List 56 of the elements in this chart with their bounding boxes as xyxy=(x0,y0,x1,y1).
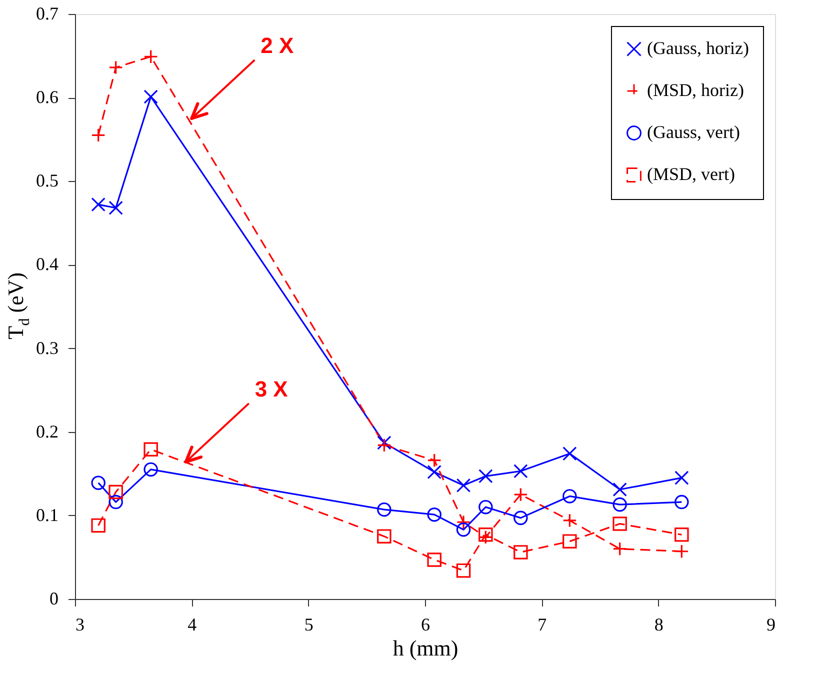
point xyxy=(478,500,493,514)
point xyxy=(144,442,158,457)
x-axis-title: h (mm) xyxy=(392,636,458,660)
point xyxy=(514,545,528,560)
point xyxy=(108,494,123,510)
legend-label: (MSD, vert) xyxy=(647,164,735,184)
y-tick-label: 0.6 xyxy=(36,87,58,108)
y-axis-title: Td (eV) xyxy=(3,272,33,340)
point xyxy=(377,529,392,544)
x-tick-label: 9 xyxy=(766,614,776,634)
point xyxy=(91,476,106,490)
y-tick-label: 0.2 xyxy=(36,421,58,442)
x-tick-label: 7 xyxy=(538,614,547,634)
point xyxy=(674,528,689,542)
point xyxy=(91,518,106,533)
point xyxy=(674,470,689,485)
y-tick-label: 0 xyxy=(50,588,58,608)
point xyxy=(377,502,392,517)
point xyxy=(562,534,577,548)
x-tick-label: 3 xyxy=(76,614,84,634)
y-tick-label: 0.1 xyxy=(36,504,58,525)
annotation: 3 X xyxy=(254,376,288,402)
point xyxy=(478,469,493,484)
point xyxy=(108,484,123,500)
point xyxy=(108,200,123,216)
legend-label: (MSD, horiz) xyxy=(647,80,744,100)
y-tick-label: 0.5 xyxy=(36,170,58,191)
point xyxy=(562,446,577,461)
x-tick-label: 4 xyxy=(188,614,197,634)
annotation: 2 X xyxy=(260,32,294,58)
y-tick-label: 0.3 xyxy=(36,338,58,358)
y-tick-label: 0.7 xyxy=(36,4,58,24)
point xyxy=(612,516,627,531)
point xyxy=(514,510,528,526)
y-tick-label: 0.4 xyxy=(36,254,58,274)
point xyxy=(456,522,471,537)
point xyxy=(456,478,471,492)
legend-label: (Gauss, vert) xyxy=(647,122,740,142)
point xyxy=(144,90,158,104)
point xyxy=(427,552,442,567)
point xyxy=(91,197,106,212)
point xyxy=(478,528,493,542)
x-tick-label: 8 xyxy=(654,614,664,634)
point xyxy=(612,482,627,497)
point xyxy=(514,464,528,478)
point xyxy=(427,507,442,522)
point xyxy=(674,494,689,510)
point xyxy=(562,489,577,504)
legend-label: (Gauss, horiz) xyxy=(647,38,749,58)
point xyxy=(612,497,627,512)
point xyxy=(427,464,442,480)
point xyxy=(456,563,471,578)
x-tick-label: 6 xyxy=(421,614,430,634)
x-tick-label: 5 xyxy=(304,614,314,634)
point xyxy=(144,462,158,477)
point xyxy=(377,436,392,450)
